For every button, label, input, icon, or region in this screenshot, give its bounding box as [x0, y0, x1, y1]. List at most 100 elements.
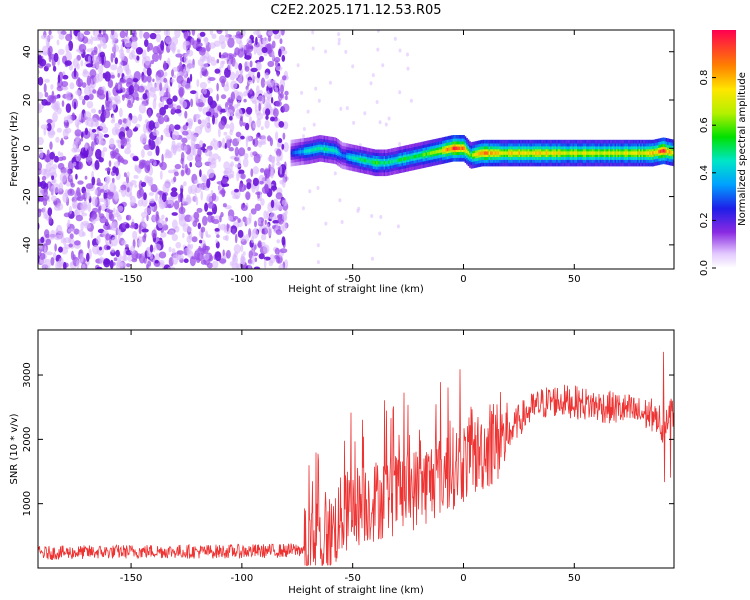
ridge-cell: [640, 151, 642, 155]
noise-speckle: [48, 215, 52, 225]
y-tick-label: 2000: [22, 427, 33, 452]
noise-speckle: [98, 109, 102, 115]
ridge-cell: [665, 149, 668, 153]
noise-speckle: [137, 239, 142, 247]
noise-speckle: [263, 210, 268, 220]
noise-speckle: [99, 36, 106, 46]
noise-speckle: [172, 219, 178, 230]
noise-speckle: [149, 158, 155, 164]
noise-speckle: [101, 54, 105, 66]
noise-speckle: [90, 132, 95, 141]
noise-speckle: [103, 134, 110, 138]
noise-speckle: [92, 89, 97, 94]
noise-speckle: [371, 256, 374, 261]
noise-speckle: [38, 222, 40, 231]
noise-speckle: [52, 112, 58, 123]
noise-speckle: [83, 95, 90, 101]
ridge-cell: [608, 151, 611, 155]
ridge-cell: [335, 149, 338, 153]
noise-speckle: [149, 32, 157, 40]
noise-speckle: [39, 58, 47, 67]
noise-speckle: [183, 258, 189, 264]
noise-speckle: [238, 147, 246, 157]
noise-speckle: [58, 182, 64, 192]
noise-speckle: [204, 123, 212, 133]
ridge-cell: [623, 151, 626, 155]
noise-speckle: [328, 80, 332, 85]
ridge-cell: [569, 151, 572, 155]
noise-speckle: [250, 208, 257, 215]
noise-speckle: [57, 162, 65, 170]
ridge-cell: [541, 151, 543, 155]
noise-speckle: [50, 185, 55, 196]
noise-speckle: [44, 245, 47, 256]
x-tick-label: 0: [460, 274, 466, 285]
noise-speckle: [202, 69, 209, 77]
noise-speckle: [261, 229, 266, 235]
colorbar-tick-label: 0.0: [699, 260, 710, 276]
ridge-cell: [350, 155, 353, 160]
noise-speckle: [181, 137, 188, 144]
noise-speckle: [236, 137, 242, 142]
noise-speckle: [333, 171, 337, 176]
noise-speckle: [114, 57, 119, 65]
noise-speckle: [241, 204, 248, 211]
noise-speckle: [154, 122, 160, 129]
noise-speckle: [264, 219, 267, 225]
noise-speckle: [256, 45, 264, 56]
noise-speckle: [406, 52, 409, 57]
noise-speckle: [234, 61, 239, 70]
noise-speckle: [237, 101, 241, 107]
noise-speckle: [228, 116, 233, 121]
ridge-cell: [463, 146, 465, 150]
noise-speckle: [195, 196, 199, 206]
noise-speckle: [216, 82, 219, 92]
noise-speckle: [140, 181, 147, 188]
noise-speckle: [186, 154, 194, 161]
y-tick-label: -40: [22, 237, 33, 253]
noise-speckle: [245, 234, 250, 242]
ridge-cell: [655, 150, 657, 155]
noise-speckle: [230, 80, 238, 90]
noise-speckle: [345, 106, 349, 111]
noise-speckle: [144, 164, 150, 174]
x-tick-label: -50: [345, 274, 361, 285]
noise-speckle: [257, 191, 261, 199]
noise-speckle: [369, 81, 373, 86]
noise-speckle: [214, 228, 220, 232]
noise-speckle: [252, 122, 256, 129]
noise-speckle: [70, 261, 74, 266]
noise-speckle: [121, 94, 130, 98]
noise-speckle: [152, 78, 155, 83]
noise-speckle: [126, 77, 133, 85]
noise-speckle: [33, 140, 36, 147]
ridge-cell: [482, 151, 485, 155]
noise-speckle: [92, 207, 99, 214]
noise-speckle: [381, 63, 385, 68]
noise-speckle: [73, 67, 77, 78]
noise-speckle: [174, 109, 182, 114]
noise-speckle: [143, 31, 150, 40]
noise-speckle: [277, 138, 283, 144]
noise-speckle: [58, 246, 63, 253]
noise-speckle: [261, 46, 268, 54]
noise-speckle: [244, 184, 247, 191]
ridge-cell: [629, 151, 632, 155]
noise-speckle: [176, 250, 184, 255]
noise-speckle: [43, 168, 47, 174]
noise-speckle: [95, 119, 99, 128]
ridge-cell: [305, 149, 308, 153]
noise-speckle: [182, 232, 185, 239]
noise-speckle: [158, 162, 163, 168]
noise-speckle: [75, 90, 83, 96]
noise-speckle: [96, 266, 103, 269]
ridge-cell: [338, 151, 341, 156]
noise-speckle: [282, 221, 287, 232]
noise-speckle: [76, 78, 83, 88]
noise-speckle: [32, 78, 37, 88]
noise-speckle: [234, 233, 238, 244]
snr-y-axis-title: SNR (10 * v/v): [9, 413, 20, 484]
noise-speckle: [33, 176, 37, 181]
noise-speckle: [69, 189, 73, 194]
noise-speckle: [109, 101, 117, 111]
